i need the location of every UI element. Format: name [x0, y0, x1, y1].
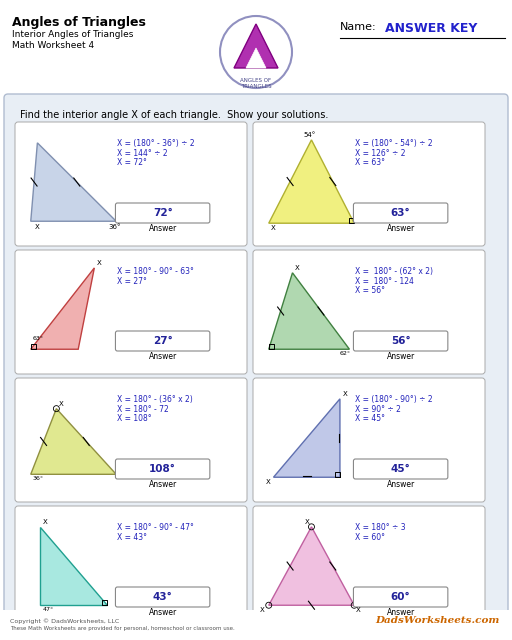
Text: 62°: 62° — [339, 351, 350, 356]
Text: Answer: Answer — [387, 608, 415, 617]
FancyBboxPatch shape — [0, 610, 512, 640]
FancyBboxPatch shape — [15, 506, 247, 630]
Polygon shape — [40, 527, 106, 605]
Text: ANSWER KEY: ANSWER KEY — [385, 22, 477, 35]
Polygon shape — [31, 408, 116, 474]
Text: 63°: 63° — [391, 208, 411, 218]
Text: 54°: 54° — [303, 132, 315, 138]
Text: 36°: 36° — [108, 224, 121, 230]
FancyBboxPatch shape — [0, 0, 512, 95]
FancyBboxPatch shape — [115, 203, 210, 223]
Polygon shape — [31, 268, 94, 349]
FancyBboxPatch shape — [15, 378, 247, 502]
FancyBboxPatch shape — [4, 94, 508, 622]
Text: X = 180° ÷ 3: X = 180° ÷ 3 — [355, 523, 406, 532]
Text: X = 180° - 90° - 63°: X = 180° - 90° - 63° — [117, 267, 195, 276]
Text: X: X — [343, 391, 348, 397]
Text: X = 63°: X = 63° — [355, 158, 386, 167]
Text: 63°: 63° — [33, 336, 44, 341]
Text: X = 56°: X = 56° — [355, 286, 386, 295]
FancyBboxPatch shape — [15, 250, 247, 374]
Text: X = 180° - 90° - 47°: X = 180° - 90° - 47° — [117, 523, 195, 532]
Text: X = (180° - 54°) ÷ 2: X = (180° - 54°) ÷ 2 — [355, 139, 433, 148]
Text: X: X — [260, 607, 265, 613]
Text: X: X — [266, 479, 270, 485]
Text: 56°: 56° — [391, 336, 411, 346]
Text: 60°: 60° — [391, 592, 411, 602]
Text: X: X — [96, 260, 101, 266]
Text: X = 126° ÷ 2: X = 126° ÷ 2 — [355, 148, 406, 157]
FancyBboxPatch shape — [253, 122, 485, 246]
Text: X = (180° - 90°) ÷ 2: X = (180° - 90°) ÷ 2 — [355, 395, 433, 404]
Text: X: X — [58, 401, 63, 406]
Text: Copyright © DadsWorksheets, LLC: Copyright © DadsWorksheets, LLC — [10, 618, 119, 623]
Text: X = 180° - (36° x 2): X = 180° - (36° x 2) — [117, 395, 193, 404]
Text: Answer: Answer — [148, 608, 177, 617]
Text: Interior Angles of Triangles: Interior Angles of Triangles — [12, 30, 133, 39]
FancyBboxPatch shape — [115, 459, 210, 479]
Polygon shape — [269, 273, 349, 349]
Text: X: X — [356, 607, 361, 613]
Text: 36°: 36° — [33, 476, 44, 481]
Text: X =  180° - (62° x 2): X = 180° - (62° x 2) — [355, 267, 434, 276]
Polygon shape — [273, 399, 340, 477]
Text: 27°: 27° — [153, 336, 173, 346]
FancyBboxPatch shape — [353, 459, 448, 479]
Text: X = 60°: X = 60° — [355, 532, 386, 541]
Polygon shape — [234, 24, 278, 68]
Text: Answer: Answer — [148, 224, 177, 233]
Text: Answer: Answer — [148, 352, 177, 361]
Text: Find the interior angle X of each triangle.  Show your solutions.: Find the interior angle X of each triang… — [20, 110, 328, 120]
Text: X = 108°: X = 108° — [117, 414, 152, 423]
Text: These Math Worksheets are provided for personal, homeschool or classroom use.: These Math Worksheets are provided for p… — [10, 626, 234, 631]
Text: Name:: Name: — [340, 22, 377, 32]
FancyBboxPatch shape — [253, 250, 485, 374]
Text: Angles of Triangles: Angles of Triangles — [12, 16, 146, 29]
Polygon shape — [269, 140, 354, 223]
Text: X = 27°: X = 27° — [117, 276, 147, 285]
Text: Answer: Answer — [387, 480, 415, 489]
Text: X: X — [305, 519, 309, 525]
Text: X =  180° - 124: X = 180° - 124 — [355, 276, 414, 285]
Text: Answer: Answer — [148, 480, 177, 489]
Polygon shape — [31, 143, 116, 221]
Polygon shape — [246, 48, 266, 68]
Text: 45°: 45° — [391, 464, 411, 474]
Text: X = 90° ÷ 2: X = 90° ÷ 2 — [355, 404, 401, 413]
FancyBboxPatch shape — [253, 506, 485, 630]
FancyBboxPatch shape — [115, 587, 210, 607]
Text: 72°: 72° — [153, 208, 173, 218]
Text: 108°: 108° — [149, 464, 176, 474]
Text: X = 43°: X = 43° — [117, 532, 147, 541]
Text: Answer: Answer — [387, 352, 415, 361]
Text: 47°: 47° — [42, 607, 53, 612]
FancyBboxPatch shape — [253, 378, 485, 502]
Text: X: X — [294, 265, 299, 271]
Text: X: X — [271, 225, 275, 231]
FancyBboxPatch shape — [353, 331, 448, 351]
Polygon shape — [269, 527, 354, 605]
FancyBboxPatch shape — [115, 331, 210, 351]
Text: X = (180° - 36°) ÷ 2: X = (180° - 36°) ÷ 2 — [117, 139, 195, 148]
Text: DadsWorksheets.com: DadsWorksheets.com — [376, 616, 500, 625]
FancyBboxPatch shape — [353, 587, 448, 607]
Text: Answer: Answer — [387, 224, 415, 233]
Text: X: X — [35, 224, 39, 230]
Text: X = 144° ÷ 2: X = 144° ÷ 2 — [117, 148, 168, 157]
Text: ANGLES OF
TRIANGLES: ANGLES OF TRIANGLES — [241, 78, 271, 89]
Text: X = 180° - 72: X = 180° - 72 — [117, 404, 169, 413]
Text: Math Worksheet 4: Math Worksheet 4 — [12, 41, 94, 50]
Text: X: X — [43, 519, 48, 525]
FancyBboxPatch shape — [15, 122, 247, 246]
Text: X = 45°: X = 45° — [355, 414, 386, 423]
Text: 43°: 43° — [153, 592, 173, 602]
FancyBboxPatch shape — [353, 203, 448, 223]
Ellipse shape — [220, 16, 292, 88]
Text: X = 72°: X = 72° — [117, 158, 147, 167]
